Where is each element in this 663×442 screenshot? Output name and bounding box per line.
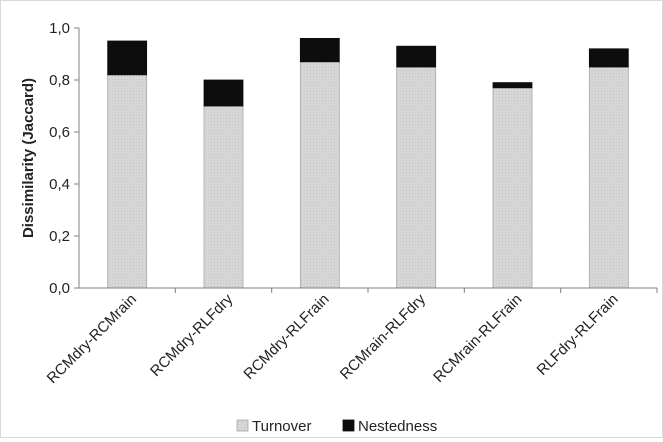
y-tick-label: 0,8 <box>49 72 70 89</box>
y-axis: 0,0 0,2 0,4 0,6 0,8 1,0 <box>49 20 80 297</box>
x-tick-label: RCMrain-RLFdry <box>337 290 430 383</box>
bar-nestedness-1 <box>107 40 148 76</box>
bar-turnover-5 <box>492 87 533 289</box>
bar-nestedness-2 <box>203 79 244 107</box>
x-tick-label: RCMdry-RCMrain <box>44 291 140 387</box>
bar-turnover-6 <box>588 66 629 289</box>
bar-turnover-4 <box>396 66 437 289</box>
bar-nestedness-5 <box>492 82 533 89</box>
y-tick-label: 0,2 <box>49 228 70 245</box>
bar-turnover-1 <box>107 74 148 289</box>
legend-swatch-turnover <box>236 419 249 432</box>
y-tick-label: 0,6 <box>49 124 70 141</box>
x-tick-label: RLFdry-RLFrain <box>534 291 622 379</box>
legend: Turnover Nestedness <box>236 418 437 435</box>
bar-turnover-2 <box>203 105 244 289</box>
legend-label-turnover: Turnover <box>252 418 311 435</box>
x-axis: RCMdry-RCMrain RCMdry-RLFdry RCMdry-RLFrai… <box>44 287 658 387</box>
y-axis-title: Dissimilarity (Jaccard) <box>20 78 37 238</box>
bar-turnover-3 <box>299 61 340 289</box>
bar-nestedness-3 <box>299 38 340 63</box>
bar-nestedness-6 <box>588 48 629 68</box>
y-tick-label: 0,0 <box>49 280 70 297</box>
x-tick-label: RCMdry-RLFdry <box>147 290 237 380</box>
bar-series <box>107 38 629 289</box>
y-tick-label: 0,4 <box>49 176 70 193</box>
legend-swatch-nestedness <box>342 419 355 432</box>
y-tick-label: 1,0 <box>49 20 70 37</box>
legend-label-nestedness: Nestedness <box>358 418 437 435</box>
x-tick-label: RCMdry-RLFrain <box>240 291 332 383</box>
x-tick-label: RCMrain-RLFrain <box>430 291 525 386</box>
bar-nestedness-4 <box>396 45 437 68</box>
